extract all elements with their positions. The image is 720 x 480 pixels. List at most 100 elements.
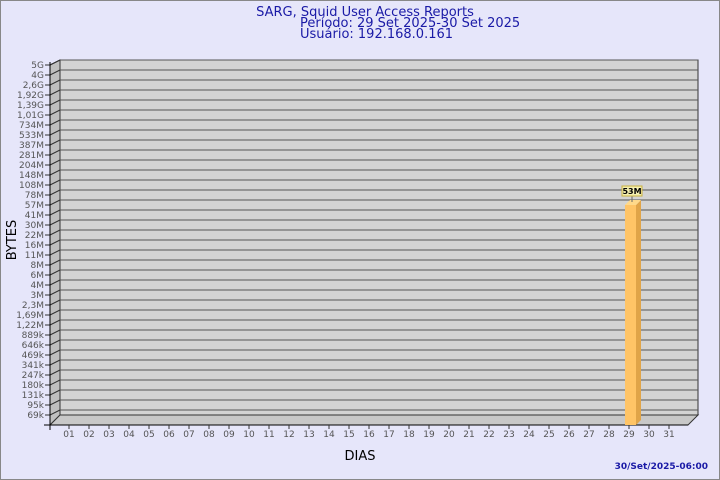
x-tick-label: 11 — [263, 430, 274, 440]
x-tick-label: 24 — [523, 430, 535, 440]
grid-diagonal — [49, 159, 61, 166]
grid-diagonal — [49, 359, 61, 366]
grid-diagonal — [49, 139, 61, 146]
x-tick-label: 14 — [323, 430, 335, 440]
grid-diagonal — [49, 309, 61, 316]
grid-diagonal — [49, 279, 61, 286]
x-tick-label: 27 — [583, 430, 594, 440]
x-tick-label: 26 — [563, 430, 575, 440]
y-tick-label: 95k — [27, 401, 44, 411]
grid-diagonal — [49, 69, 61, 76]
grid-diagonal — [49, 169, 61, 176]
y-tick-label: 16M — [25, 241, 44, 251]
grid-diagonal — [49, 109, 61, 116]
y-tick-label: 131k — [22, 391, 45, 401]
grid-diagonal — [49, 129, 61, 136]
back-wall — [59, 59, 699, 416]
grid-diagonal — [49, 239, 61, 246]
y-tick-label: 247k — [22, 371, 45, 381]
x-tick-label: 22 — [483, 430, 494, 440]
grid-diagonal — [49, 259, 61, 266]
y-tick-label: 2,3M — [22, 301, 44, 311]
grid-diagonal — [49, 329, 61, 336]
chart-user: Usuário: 192.168.0.161 — [300, 27, 453, 42]
x-tick-label: 18 — [403, 430, 415, 440]
grid-diagonal — [49, 269, 61, 276]
grid-diagonal — [49, 399, 61, 406]
grid-diagonal — [49, 219, 61, 226]
y-tick-label: 646k — [22, 341, 45, 351]
bar-label-box — [621, 185, 643, 197]
y-tick-label: 5G — [31, 61, 44, 71]
y-tick-label: 108M — [19, 181, 44, 191]
grid-diagonal — [49, 149, 61, 156]
y-tick-label: 1,22M — [16, 321, 44, 331]
y-tick-label: 6M — [31, 271, 45, 281]
bar-side-29 — [636, 200, 641, 425]
x-tick-label: 01 — [63, 430, 74, 440]
x-tick-label: 21 — [463, 430, 474, 440]
grid-diagonal — [49, 249, 61, 256]
x-tick-label: 20 — [443, 430, 455, 440]
grid-diagonal — [49, 99, 61, 106]
grid-diagonal — [49, 229, 61, 236]
grid-diagonal — [49, 289, 61, 296]
grid-diagonal — [49, 319, 61, 326]
x-tick-label: 17 — [383, 430, 394, 440]
bar-29 — [625, 205, 636, 425]
grid-diagonal — [49, 179, 61, 186]
x-tick-label: 08 — [203, 430, 215, 440]
y-tick-label: 1,01G — [17, 111, 44, 121]
grid-diagonal — [49, 79, 61, 86]
y-tick-label: 387M — [19, 141, 44, 151]
y-tick-label: 11M — [25, 251, 44, 261]
y-tick-label: 889k — [22, 331, 45, 341]
y-tick-label: 57M — [25, 201, 44, 211]
y-tick-label: 1,92G — [17, 91, 44, 101]
y-tick-label: 4G — [31, 71, 44, 81]
y-tick-label: 41M — [25, 211, 44, 221]
grid-diagonal — [49, 299, 61, 306]
x-tick-label: 09 — [223, 430, 235, 440]
x-tick-label: 03 — [103, 430, 114, 440]
x-tick-label: 12 — [283, 430, 294, 440]
grid-diagonal — [49, 349, 61, 356]
y-tick-label: 22M — [25, 231, 44, 241]
x-tick-label: 25 — [543, 430, 554, 440]
grid-diagonal — [49, 339, 61, 346]
grid-diagonal — [49, 369, 61, 376]
grid-diagonal — [49, 409, 61, 416]
grid-diagonal — [49, 89, 61, 96]
x-tick-label: 28 — [603, 430, 615, 440]
grid-diagonal — [49, 199, 61, 206]
x-tick-label: 02 — [83, 430, 94, 440]
y-tick-label: 533M — [19, 131, 44, 141]
y-tick-label: 180k — [22, 381, 45, 391]
x-tick-label: 16 — [363, 430, 375, 440]
x-tick-label: 30 — [643, 430, 655, 440]
x-tick-label: 07 — [183, 430, 194, 440]
grid-diagonal — [49, 389, 61, 396]
grid-diagonal — [49, 209, 61, 216]
y-tick-label: 3M — [31, 291, 45, 301]
x-tick-label: 05 — [143, 430, 154, 440]
grid-diagonal — [49, 189, 61, 196]
x-axis-label: DIAS — [345, 449, 376, 464]
y-tick-label: 8M — [31, 261, 45, 271]
footer-date: 30/Set/2025-06:00 — [615, 462, 708, 472]
x-tick-label: 31 — [663, 430, 674, 440]
x-tick-label: 15 — [343, 430, 354, 440]
bar-top-29 — [625, 200, 641, 205]
y-tick-label: 469k — [22, 351, 45, 361]
x-tick-label: 06 — [163, 430, 175, 440]
chart-period: Período: 29 Set 2025-30 Set 2025 — [300, 16, 520, 31]
x-tick-label: 10 — [243, 430, 255, 440]
y-tick-label: 4M — [31, 281, 45, 291]
y-tick-label: 341k — [22, 361, 45, 371]
chart-title: SARG, Squid User Access Reports — [256, 5, 474, 20]
x-tick-label: 19 — [423, 430, 435, 440]
y-tick-label: 281M — [19, 151, 44, 161]
y-tick-label: 69k — [27, 411, 44, 421]
floor — [48, 414, 700, 426]
y-tick-label: 734M — [19, 121, 44, 131]
